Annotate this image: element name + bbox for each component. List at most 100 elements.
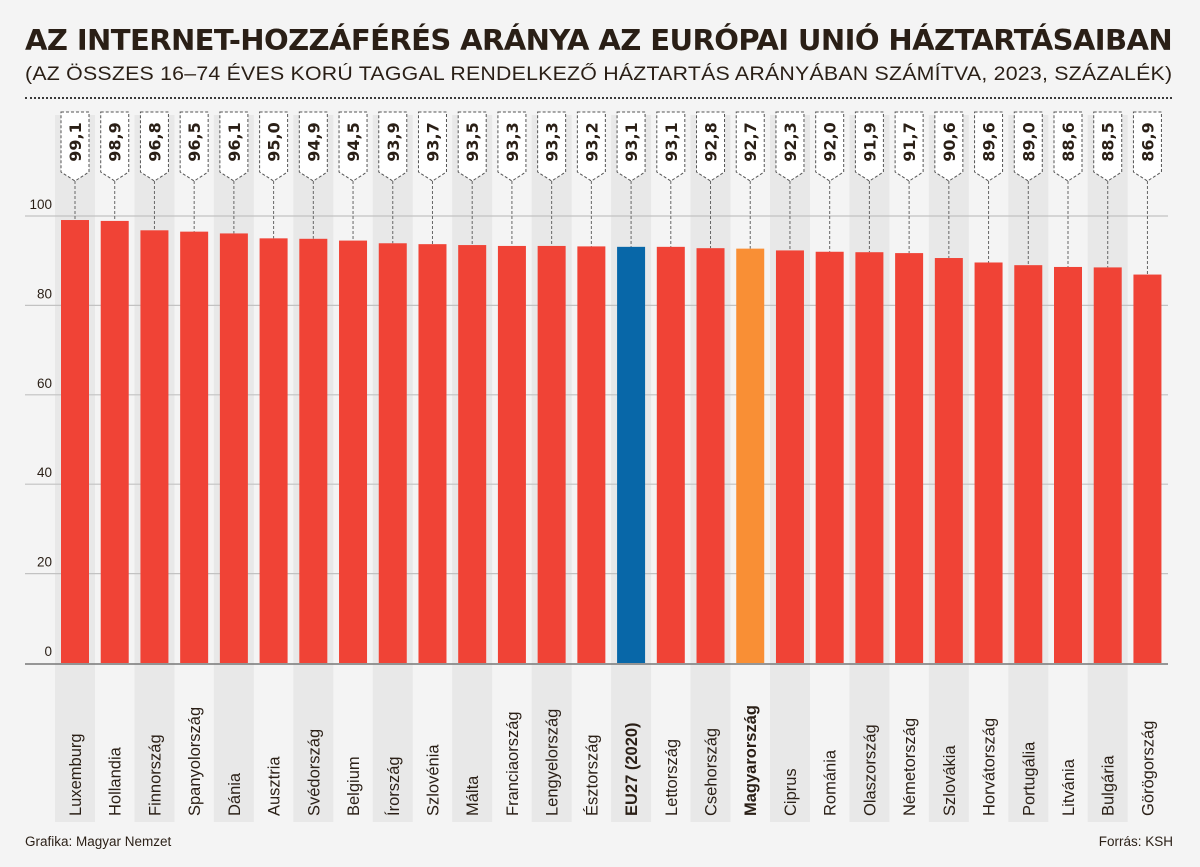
y-tick-label: 80 <box>37 286 52 301</box>
y-tick-label: 60 <box>37 376 52 391</box>
value-label: 88,6 <box>1059 122 1078 161</box>
value-label-box <box>378 111 408 182</box>
value-label: 92,8 <box>702 122 721 161</box>
value-label: 89,6 <box>980 122 999 161</box>
value-label: 93,2 <box>582 122 601 161</box>
value-label-box <box>338 111 368 182</box>
value-label: 93,3 <box>503 122 522 161</box>
value-label-box <box>139 111 169 182</box>
value-label: 92,3 <box>781 122 800 161</box>
bar <box>537 245 566 663</box>
bar <box>1054 266 1082 663</box>
category-label: Bulgária <box>1100 755 1118 816</box>
value-label-box <box>497 111 527 182</box>
value-label: 94,5 <box>344 122 363 161</box>
value-label-box <box>417 111 447 182</box>
graphic-credit: Grafika: Magyar Nemzet <box>25 834 172 849</box>
y-axis-ticks: 0 20 40 60 80 100 <box>29 197 52 659</box>
value-label: 93,1 <box>662 122 681 161</box>
category-label: Románia <box>822 749 840 816</box>
value-label: 92,7 <box>741 122 760 161</box>
category-label: Belgium <box>345 756 363 816</box>
value-label: 98,9 <box>106 122 125 161</box>
category-labels: Luxemburg Hollandia Finnország Spanyolorszá… <box>67 705 1157 816</box>
y-tick-label: 40 <box>37 465 52 480</box>
category-label: Litvánia <box>1060 758 1078 816</box>
category-label: Magyarország <box>742 705 760 816</box>
chart-title: AZ INTERNET-HOZZÁFÉRÉS ARÁNYA AZ EURÓPAI… <box>25 24 1173 57</box>
bars <box>61 220 1162 664</box>
category-label: Lettország <box>663 739 681 816</box>
bar <box>497 245 526 663</box>
bar <box>61 220 89 663</box>
bar <box>1014 265 1043 663</box>
bar <box>259 238 288 663</box>
category-label: Finnország <box>146 734 164 816</box>
category-label: Svédország <box>305 729 323 816</box>
category-label: Csehország <box>703 728 721 816</box>
category-label: Dánia <box>226 772 244 816</box>
value-label-box <box>259 111 289 182</box>
value-label-box <box>696 111 726 182</box>
chart-subtitle: (AZ ÖSSZES 16–74 ÉVES KORÚ TAGGAL RENDEL… <box>25 63 1173 85</box>
value-label: 93,9 <box>384 122 403 161</box>
value-label-box <box>457 111 487 182</box>
value-label: 93,1 <box>622 122 641 161</box>
value-label: 92,0 <box>821 122 840 161</box>
bar <box>100 220 129 664</box>
bar <box>299 238 328 663</box>
value-label: 93,3 <box>543 122 562 161</box>
category-label: Szlovénia <box>424 744 442 816</box>
value-label: 96,8 <box>145 122 164 161</box>
bar <box>895 253 924 663</box>
value-label: 86,9 <box>1138 122 1157 161</box>
category-label: Írország <box>384 756 403 816</box>
bar <box>458 245 487 663</box>
bar <box>180 231 209 663</box>
bar <box>934 258 963 663</box>
category-label: Franciaország <box>504 711 522 816</box>
value-label-box <box>576 111 606 182</box>
category-label: Spanyolország <box>186 707 204 816</box>
bar <box>775 250 804 663</box>
category-label: Szlovákia <box>941 745 959 816</box>
category-label: Horvátország <box>981 718 999 816</box>
value-label-box <box>974 111 1004 182</box>
value-label-box <box>854 111 884 182</box>
value-label-box <box>735 111 765 182</box>
value-label: 89,0 <box>1019 122 1038 161</box>
value-label-box <box>934 111 964 182</box>
value-label: 94,9 <box>304 122 323 161</box>
bar <box>656 246 685 663</box>
value-label-box <box>1013 111 1043 182</box>
value-label-box <box>656 111 686 182</box>
bar <box>815 251 844 663</box>
bar <box>1133 274 1162 663</box>
value-label-box <box>100 111 130 182</box>
bar <box>577 246 606 663</box>
value-label-box <box>537 111 567 182</box>
value-label-box <box>1053 111 1083 182</box>
value-label: 93,7 <box>423 122 442 161</box>
value-label: 90,6 <box>940 122 959 161</box>
value-label-box <box>894 111 924 182</box>
title-divider <box>25 97 1172 99</box>
bar <box>1093 267 1122 663</box>
bar <box>140 230 169 663</box>
value-label-box <box>60 111 90 182</box>
value-label-box <box>179 111 209 182</box>
category-label: Görögország <box>1139 721 1157 816</box>
category-label: Németország <box>901 718 919 816</box>
category-label: Észtország <box>582 734 601 816</box>
bar <box>339 240 368 663</box>
value-label-box <box>1093 111 1123 182</box>
value-label-box <box>616 111 646 182</box>
category-label: Ciprus <box>782 768 800 816</box>
value-label: 99,1 <box>66 122 85 161</box>
value-connectors <box>74 181 1148 275</box>
bar <box>974 262 1003 663</box>
bar <box>617 246 646 663</box>
value-label-box <box>298 111 328 182</box>
value-label-box <box>775 111 805 182</box>
value-label: 91,7 <box>900 122 919 161</box>
